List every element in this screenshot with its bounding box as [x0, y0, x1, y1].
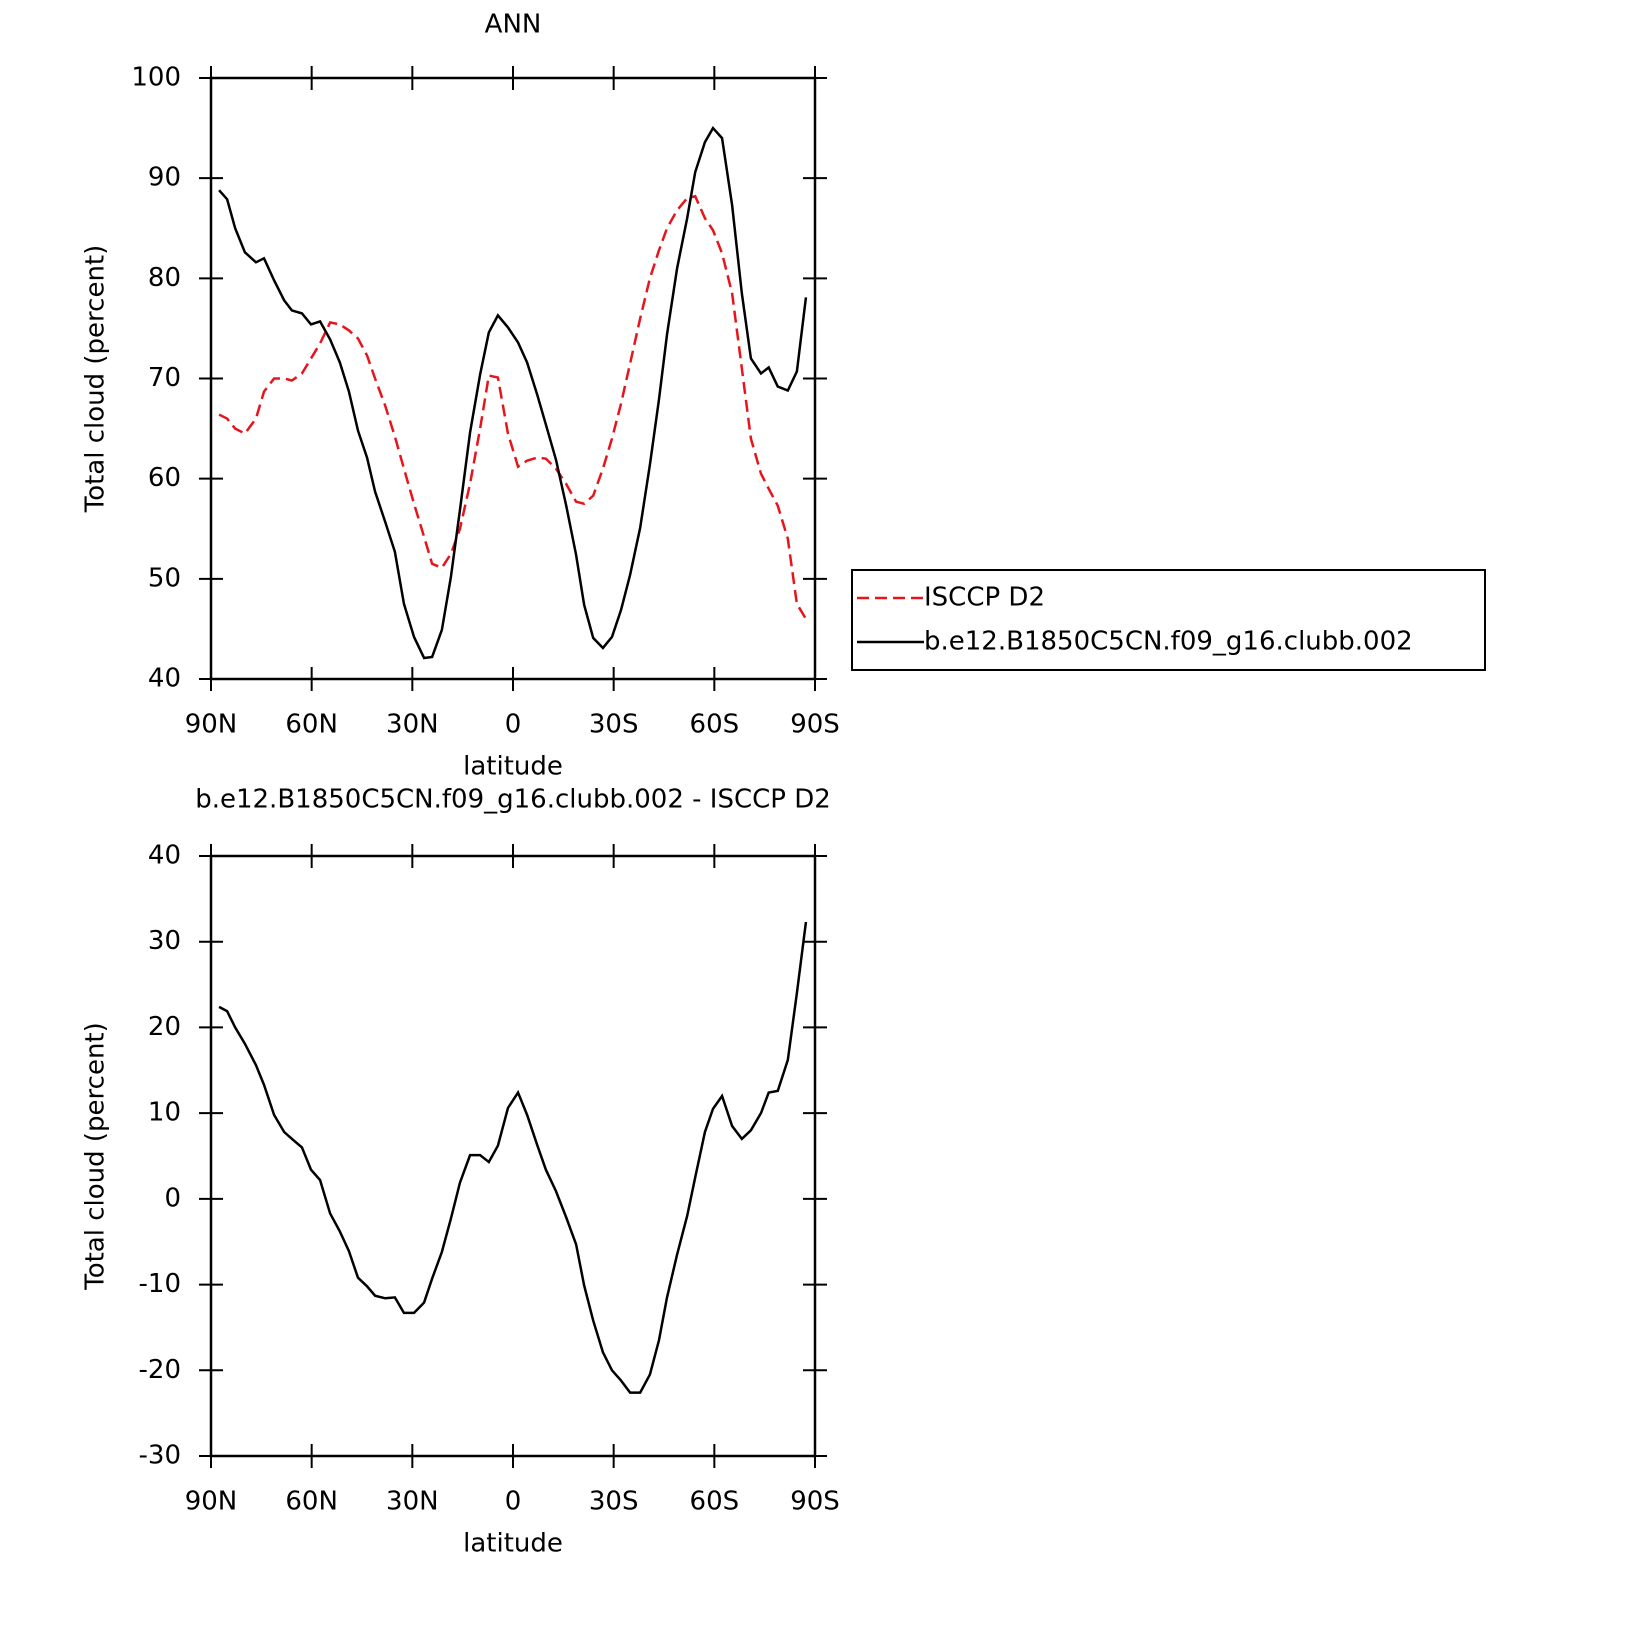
- x-tick-label: 60S: [690, 1487, 740, 1517]
- y-tick-label: 70: [148, 363, 181, 393]
- x-axis-label: latitude: [463, 1529, 563, 1559]
- chart-title: b.e12.B1850C5CN.f09_g16.clubb.002 - ISCC…: [195, 785, 831, 815]
- legend-label: ISCCP D2: [924, 583, 1045, 613]
- y-axis-label: Total cloud (percent): [81, 1022, 111, 1291]
- y-tick-label: -30: [139, 1441, 181, 1471]
- y-tick-label: 50: [148, 563, 181, 593]
- y-tick-label: 40: [148, 664, 181, 694]
- data-line: [218, 125, 808, 660]
- x-tick-label: 60N: [285, 1487, 338, 1517]
- y-tick-label: 40: [148, 841, 181, 871]
- x-tick-label: 90S: [790, 1487, 840, 1517]
- x-tick-label: 90N: [185, 1487, 238, 1517]
- y-tick-label: 80: [148, 263, 181, 293]
- x-tick-label: 30S: [589, 1487, 639, 1517]
- y-tick-label: -20: [139, 1355, 181, 1385]
- x-tick-label: 90N: [185, 710, 238, 740]
- y-tick-label: 100: [131, 63, 181, 93]
- x-tick-label: 30S: [589, 710, 639, 740]
- chart-title: ANN: [485, 10, 542, 40]
- y-tick-label: 20: [148, 1012, 181, 1042]
- legend-label: b.e12.B1850C5CN.f09_g16.clubb.002: [924, 627, 1413, 657]
- x-tick-label: 60S: [690, 710, 740, 740]
- x-tick-label: 30N: [386, 1487, 439, 1517]
- y-tick-label: 10: [148, 1098, 181, 1128]
- x-axis-label: latitude: [463, 752, 563, 782]
- plot-frame: [209, 76, 817, 681]
- legend-box: [851, 569, 1486, 671]
- data-line: [218, 194, 808, 620]
- x-tick-label: 0: [505, 710, 522, 740]
- x-tick-label: 60N: [285, 710, 338, 740]
- data-line: [218, 921, 808, 1394]
- plot-frame: [209, 854, 817, 1458]
- y-tick-label: 60: [148, 463, 181, 493]
- y-tick-label: 0: [164, 1183, 181, 1213]
- x-tick-label: 0: [505, 1487, 522, 1517]
- x-tick-label: 30N: [386, 710, 439, 740]
- x-tick-label: 90S: [790, 710, 840, 740]
- y-tick-label: 30: [148, 926, 181, 956]
- y-tick-label: -10: [139, 1269, 181, 1299]
- y-axis-label: Total cloud (percent): [81, 245, 111, 514]
- y-tick-label: 90: [148, 163, 181, 193]
